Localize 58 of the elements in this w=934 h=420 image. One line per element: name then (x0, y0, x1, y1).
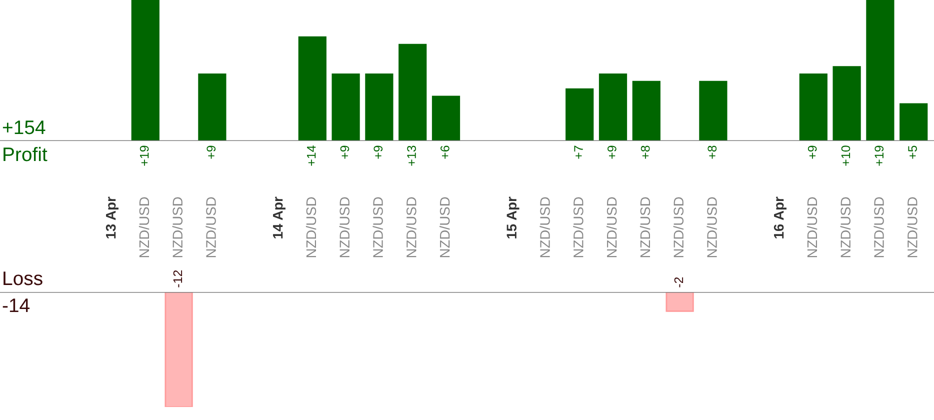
x-tick-label: NZD/USD (606, 197, 617, 258)
x-tick-label: NZD/USD (440, 197, 450, 258)
text: -14 (2, 298, 30, 312)
x-tick-label: NZD/USD (138, 197, 150, 258)
x-tick-label: NZD/USD (673, 197, 684, 258)
bar (632, 80, 660, 141)
x-tick-label: NZD/USD (806, 197, 818, 258)
x-tick-label: NZD/USD (306, 197, 316, 258)
data-label: -12 (173, 270, 182, 288)
data-label: +9 (206, 146, 216, 159)
bar (900, 103, 928, 141)
x-tick-label: NZD/USD (640, 197, 650, 258)
bar (799, 74, 828, 141)
x-tick-label: NZD/USD (339, 197, 350, 258)
x-tick-label: NZD/USD (840, 197, 851, 258)
data-label: +8 (640, 146, 650, 159)
x-tick-label: NZD/USD (406, 197, 416, 258)
x-tick-label: NZD/USD (372, 197, 383, 258)
bar (131, 0, 160, 141)
text: +154 (2, 120, 46, 134)
x-tick-label: 14 Apr (273, 196, 286, 238)
bar (332, 74, 360, 141)
x-tick-label: NZD/USD (573, 197, 584, 258)
x-tick-label: NZD/USD (706, 197, 717, 258)
data-label: +7 (574, 146, 583, 159)
bar (866, 0, 894, 141)
x-tick-label: 15 Apr (506, 196, 520, 238)
x-tick-label: NZD/USD (907, 197, 918, 258)
data-label: +10 (841, 146, 850, 166)
bar (398, 44, 427, 141)
data-label: +13 (407, 146, 416, 166)
x-tick-label: NZD/USD (206, 197, 216, 258)
x-tick-label: NZD/USD (172, 197, 183, 258)
x-tick-label: NZD/USD (540, 197, 550, 258)
bar (832, 66, 861, 141)
bar (298, 36, 326, 141)
x-tick-label: NZD/USD (874, 197, 884, 258)
data-label: +14 (307, 146, 316, 166)
data-label: +9 (340, 146, 350, 159)
bar (699, 80, 728, 141)
data-label: +6 (440, 146, 450, 159)
data-label: +19 (140, 146, 149, 166)
x-tick-label: 16 Apr (774, 196, 786, 238)
text: Profit (4, 146, 48, 162)
text: Loss (4, 272, 42, 286)
bar (566, 88, 594, 141)
data-label: +9 (608, 146, 616, 159)
data-label: +5 (908, 146, 917, 159)
data-label: -2 (674, 277, 684, 288)
bar (432, 96, 460, 141)
bar (365, 74, 394, 141)
bar (598, 74, 628, 141)
data-label: +9 (808, 146, 817, 159)
data-label: +8 (708, 146, 717, 159)
data-label: +19 (874, 146, 884, 166)
data-label: +9 (374, 146, 383, 159)
bar (198, 74, 226, 141)
x-tick-label: 13 Apr (106, 196, 118, 238)
